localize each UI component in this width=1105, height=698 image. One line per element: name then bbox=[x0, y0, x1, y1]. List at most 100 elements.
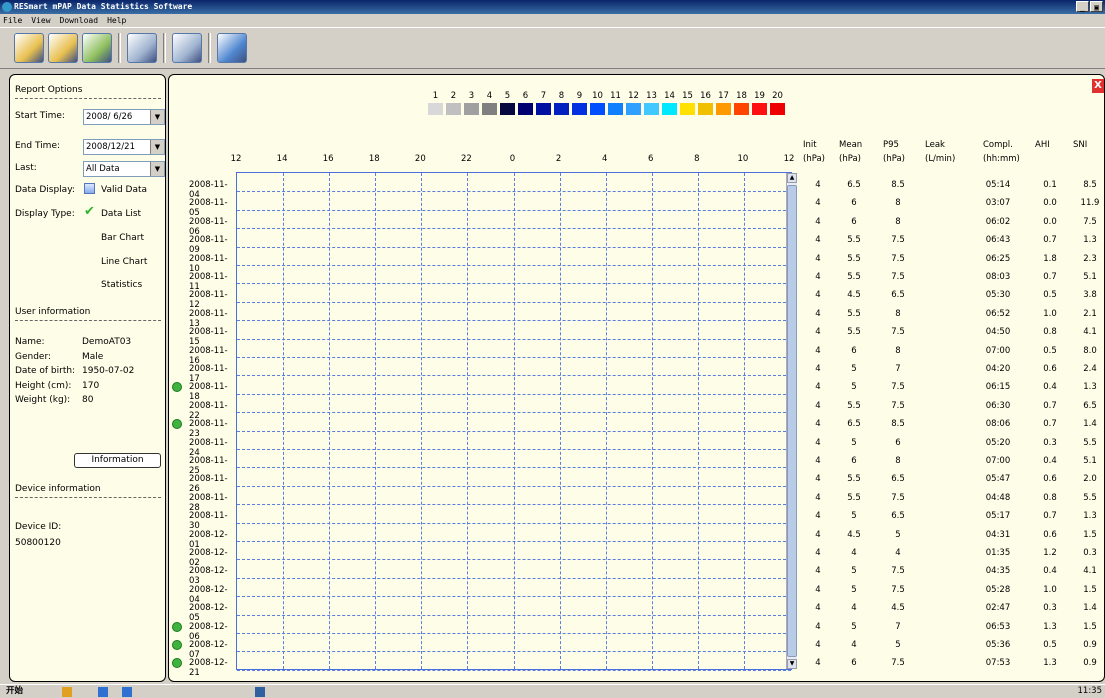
close-report-button[interactable]: X bbox=[1092, 79, 1104, 93]
cell-ahi: 0.6 bbox=[1043, 529, 1057, 540]
valid-data-label[interactable]: Valid Data bbox=[101, 185, 148, 195]
cell-compl: 02:47 bbox=[985, 603, 1011, 614]
chart-scrollbar[interactable]: ▲ ▼ bbox=[786, 173, 797, 669]
start-button[interactable]: 开始 bbox=[2, 685, 27, 698]
gridline bbox=[237, 412, 791, 414]
gridline bbox=[237, 246, 791, 248]
user-information-heading: User information bbox=[15, 307, 161, 321]
cell-sni: 5.1 bbox=[1083, 456, 1097, 466]
cell-sni: 2.3 bbox=[1083, 253, 1097, 264]
chevron-down-icon[interactable]: ▼ bbox=[150, 162, 164, 176]
cell-ahi: 1.8 bbox=[1043, 253, 1057, 264]
scroll-thumb[interactable] bbox=[787, 185, 797, 657]
cell-sni: 0.9 bbox=[1083, 658, 1097, 669]
legend-swatch bbox=[698, 103, 713, 115]
download-icon[interactable] bbox=[82, 33, 112, 63]
cell-compl: 06:30 bbox=[985, 400, 1011, 411]
row-date: 2008-11-11 bbox=[189, 272, 228, 292]
valid-data-checkbox[interactable] bbox=[84, 183, 95, 194]
active-window-icon[interactable] bbox=[255, 687, 265, 697]
cell-p95: 6 bbox=[895, 437, 901, 448]
cell-init: 4 bbox=[815, 216, 821, 227]
cell-p95: 8.5 bbox=[891, 180, 905, 190]
x-tick-label: 12 bbox=[783, 154, 795, 164]
app-icon[interactable] bbox=[122, 687, 132, 697]
legend-swatch bbox=[554, 103, 569, 115]
gridline bbox=[237, 265, 791, 266]
cell-ahi: 0.6 bbox=[1043, 364, 1057, 374]
legend-swatch bbox=[662, 103, 677, 115]
cell-mean: 5 bbox=[851, 382, 857, 393]
last-select[interactable]: All Data ▼ bbox=[83, 161, 165, 177]
cell-compl: 07:00 bbox=[985, 345, 1011, 356]
settings-icon[interactable] bbox=[127, 33, 157, 63]
x-tick-label: 6 bbox=[648, 154, 654, 164]
row-date: 2008-11-13 bbox=[189, 308, 228, 329]
cell-p95: 7.5 bbox=[891, 382, 905, 393]
cell-p95: 4.5 bbox=[891, 603, 905, 614]
toolbar-separator bbox=[208, 33, 211, 63]
cell-init: 4 bbox=[815, 584, 821, 595]
cell-p95: 6.5 bbox=[891, 511, 905, 522]
cell-mean: 6 bbox=[851, 658, 857, 669]
cell-p95: 7.5 bbox=[891, 492, 905, 503]
chevron-down-icon[interactable]: ▼ bbox=[150, 140, 164, 154]
gridline bbox=[237, 283, 791, 285]
help-icon[interactable] bbox=[217, 33, 247, 63]
legend-label: 2 bbox=[450, 91, 457, 101]
app-icon[interactable] bbox=[62, 687, 72, 697]
legend-label: 11 bbox=[610, 91, 621, 101]
row-date: 2008-12-03 bbox=[189, 566, 228, 587]
display-type-bar-chart[interactable]: Bar Chart bbox=[101, 233, 144, 243]
open-folder-icon[interactable] bbox=[48, 33, 78, 63]
report-options-heading: Report Options bbox=[15, 85, 161, 99]
cell-mean: 5.5 bbox=[847, 474, 861, 485]
scroll-up-icon[interactable]: ▲ bbox=[787, 173, 797, 183]
chevron-down-icon[interactable]: ▼ bbox=[150, 110, 164, 124]
column-header-unit: (hPa) bbox=[883, 154, 905, 164]
cell-compl: 04:50 bbox=[985, 327, 1011, 338]
menu-download[interactable]: Download bbox=[59, 16, 99, 25]
menu-file[interactable]: File bbox=[3, 16, 23, 25]
open-file-icon[interactable] bbox=[14, 33, 44, 63]
cell-compl: 06:52 bbox=[985, 308, 1011, 319]
row-date: 2008-12-01 bbox=[189, 529, 228, 550]
display-type-line-chart[interactable]: Line Chart bbox=[101, 257, 148, 267]
gridline bbox=[237, 228, 791, 230]
cell-init: 4 bbox=[815, 180, 821, 190]
end-time-picker[interactable]: 2008/12/21 ▼ bbox=[83, 139, 165, 155]
row-date: 2008-12-06 bbox=[189, 621, 228, 642]
cell-ahi: 0.5 bbox=[1043, 640, 1057, 650]
cell-mean: 6.5 bbox=[847, 419, 861, 430]
legend-label: 3 bbox=[468, 91, 475, 101]
app-icon[interactable] bbox=[98, 687, 108, 697]
toolbar bbox=[0, 27, 1105, 69]
display-type-data-list[interactable]: Data List bbox=[101, 209, 142, 219]
cell-p95: 7.5 bbox=[891, 400, 905, 411]
start-time-picker[interactable]: 2008/ 6/26 ▼ bbox=[83, 109, 165, 125]
maximize-button[interactable]: ▣ bbox=[1090, 1, 1103, 12]
gridline bbox=[651, 173, 653, 669]
legend-swatch bbox=[608, 103, 623, 115]
minimize-button[interactable]: _ bbox=[1076, 1, 1089, 12]
clock: 11:35 bbox=[1077, 686, 1103, 696]
row-date: 2008-11-05 bbox=[189, 198, 228, 219]
cell-sni: 1.3 bbox=[1083, 382, 1097, 393]
cell-ahi: 1.3 bbox=[1043, 621, 1057, 632]
cell-sni: 8.0 bbox=[1083, 345, 1097, 356]
cell-init: 4 bbox=[815, 290, 821, 301]
menu-help[interactable]: Help bbox=[107, 16, 127, 25]
information-button[interactable]: Information bbox=[74, 453, 161, 468]
cell-ahi: 0.0 bbox=[1043, 198, 1057, 209]
treatment-marker-icon bbox=[172, 419, 182, 430]
menu-view[interactable]: View bbox=[31, 16, 51, 25]
scroll-down-icon[interactable]: ▼ bbox=[787, 659, 797, 669]
legend-label: 17 bbox=[718, 91, 729, 101]
display-type-statistics[interactable]: Statistics bbox=[101, 280, 143, 290]
refresh-icon[interactable] bbox=[172, 33, 202, 63]
toolbar-separator bbox=[163, 33, 166, 63]
cell-sni: 2.1 bbox=[1083, 308, 1097, 319]
legend-swatch bbox=[626, 103, 641, 115]
cell-mean: 6.5 bbox=[847, 180, 861, 190]
row-date: 2008-11-17 bbox=[189, 364, 228, 384]
